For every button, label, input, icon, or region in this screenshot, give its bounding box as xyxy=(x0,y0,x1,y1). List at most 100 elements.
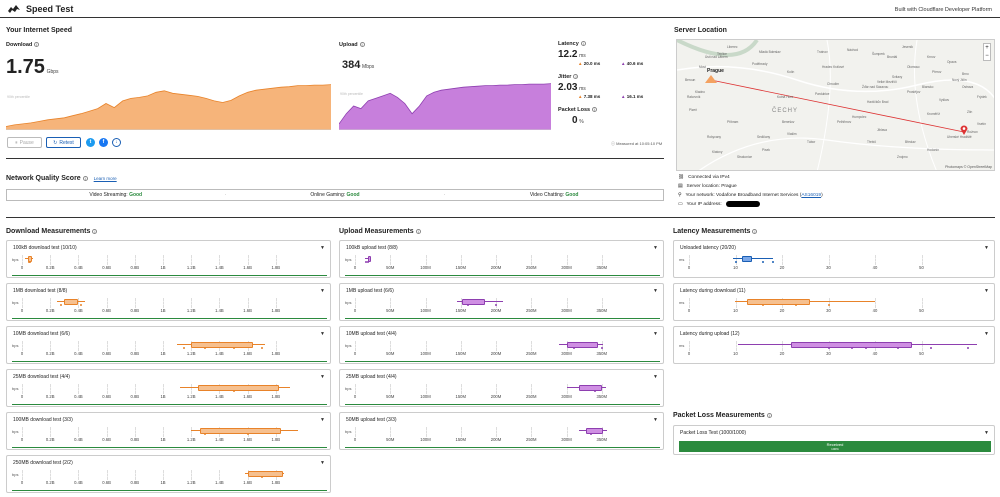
tick-label: 1.2B xyxy=(186,351,196,356)
map-place-label: Rokycany xyxy=(707,135,721,139)
tick-label: 0.8B xyxy=(130,394,140,399)
gridline xyxy=(921,255,923,265)
zoom-in-button[interactable]: + xyxy=(985,45,989,51)
tick-label: 250M xyxy=(526,308,537,313)
server-map[interactable]: Prague ČECHY Liberec Ústí nad Labem Hradec K… xyxy=(676,39,995,171)
tick-label: 150M xyxy=(455,265,466,270)
info-icon[interactable]: i xyxy=(415,228,421,234)
tick-label: 1.6B xyxy=(243,437,252,442)
map-place-label: Kroměříž xyxy=(927,112,940,116)
gridline xyxy=(566,427,568,437)
axis-unit: bps xyxy=(12,343,19,348)
map-place-label: Příbram xyxy=(727,120,739,124)
latency-test-card[interactable]: Latency during download (11) ▼ ms 0 10 20 30 40… xyxy=(673,283,995,321)
chevron-down-icon[interactable]: ▼ xyxy=(653,374,658,380)
chevron-down-icon[interactable]: ▼ xyxy=(320,417,325,423)
asn-link[interactable]: AS16019 xyxy=(801,193,822,198)
tick-label: 0.2B xyxy=(45,265,55,270)
upload-speed-chart xyxy=(339,83,551,130)
tick-label: 30 xyxy=(826,351,831,356)
axis-unit: ms xyxy=(679,300,685,305)
tick-label: 150M xyxy=(455,308,466,313)
chevron-down-icon[interactable]: ▼ xyxy=(320,288,325,294)
chevron-down-icon[interactable]: ▼ xyxy=(984,288,989,294)
tick-label: 50M xyxy=(386,437,395,442)
info-icon[interactable]: i xyxy=(580,41,586,47)
upload-test-card[interactable]: 100kB upload test (8/8) ▼ bps 0 50M 100M 150M 2… xyxy=(339,240,664,278)
retest-button[interactable]: ↻ Retest xyxy=(46,137,81,148)
map-place-label: Znojmo xyxy=(897,155,908,159)
upload-test-card[interactable]: 50MB upload test (3/3) ▼ bps 0 50M 100M 150M 20… xyxy=(339,412,664,450)
upload-test-card[interactable]: 25MB upload test (4/4) ▼ bps 0 50M 100M 150M 20… xyxy=(339,369,664,407)
download-test-card[interactable]: 100kB download test (10/10) ▼ bps 0 0.2B 0.4B… xyxy=(6,240,331,278)
twitter-share-icon[interactable]: t xyxy=(86,138,95,147)
chevron-down-icon[interactable]: ▼ xyxy=(320,374,325,380)
upload-test-card[interactable]: 1MB upload test (6/6) ▼ bps 0 50M 100M 150M 200… xyxy=(339,283,664,321)
info-icon[interactable]: i xyxy=(92,228,98,234)
download-test-card[interactable]: 25MB download test (4/4) ▼ bps 0 0.2B 0.4B 0.6… xyxy=(6,369,331,407)
learn-more-link[interactable]: Learn more xyxy=(93,176,117,181)
map-place-label: Krnov xyxy=(927,55,936,59)
latency-test-card[interactable]: Unloaded latency (20/20) ▼ ms 0 10 20 30 40 50 xyxy=(673,240,995,278)
chevron-down-icon[interactable]: ▼ xyxy=(320,245,325,251)
download-test-card[interactable]: 1MB download test (8/8) ▼ bps 0 0.2B 0.4B 0.6B… xyxy=(6,283,331,321)
card-title: 1MB download test (8/8) xyxy=(13,288,68,294)
chevron-down-icon[interactable]: ▼ xyxy=(320,331,325,337)
gridline xyxy=(460,341,462,351)
tick-label: 0.4B xyxy=(74,351,83,356)
tick-label: 0 xyxy=(687,308,691,313)
chevron-down-icon[interactable]: ▼ xyxy=(653,417,658,423)
packet-loss-card[interactable]: Packet Loss Test (1000/1000) ▼ Received … xyxy=(673,425,995,455)
data-point xyxy=(590,433,593,435)
map-place-label: Prostějov xyxy=(907,90,921,94)
status-line xyxy=(345,361,660,362)
received-percent: 100% xyxy=(831,446,839,451)
info-icon[interactable]: i xyxy=(82,175,88,181)
download-test-card[interactable]: 10MB download test (6/6) ▼ bps 0 0.2B 0.4B 0.6… xyxy=(6,326,331,364)
box-plot xyxy=(367,255,371,262)
chevron-down-icon[interactable]: ▼ xyxy=(984,245,989,251)
tick-label: 250M xyxy=(526,351,537,356)
gridline xyxy=(355,384,356,394)
download-speed-chart xyxy=(6,84,331,130)
tick-label: 1.8B xyxy=(271,394,281,399)
chevron-down-icon[interactable]: ▼ xyxy=(653,288,658,294)
pause-button[interactable]: ⏸ Pause xyxy=(7,137,42,148)
card-title: Packet Loss Test (1000/1000) xyxy=(680,430,747,436)
tick-label: 200M xyxy=(490,265,502,270)
info-icon[interactable]: i xyxy=(34,42,40,48)
download-test-card[interactable]: 100MB download test (3/3) ▼ bps 0 0.2B 0.4B 0.… xyxy=(6,412,331,450)
chevron-down-icon[interactable]: ▼ xyxy=(984,331,989,337)
tick-label: 200M xyxy=(490,394,502,399)
chevron-down-icon[interactable]: ▼ xyxy=(653,331,658,337)
zoom-out-button[interactable]: − xyxy=(985,53,989,59)
axis-unit: bps xyxy=(345,386,352,391)
info-icon[interactable]: i xyxy=(359,42,365,48)
info-icon[interactable]: i xyxy=(592,107,598,113)
data-point xyxy=(29,261,32,263)
latency-test-card[interactable]: Latency during upload (12) ▼ ms 0 10 20 30 40 50 xyxy=(673,326,995,364)
download-results-icon[interactable]: ↓ xyxy=(112,138,121,147)
gridline xyxy=(689,341,690,351)
tick-label: 1.2B xyxy=(186,437,196,442)
gridline xyxy=(355,427,356,437)
tick-label: 20 xyxy=(779,351,785,356)
info-icon[interactable]: i xyxy=(766,412,772,418)
data-point xyxy=(762,261,765,263)
gridline xyxy=(531,341,533,351)
facebook-share-icon[interactable]: f xyxy=(99,138,108,147)
info-icon[interactable]: i xyxy=(752,228,758,234)
gridline xyxy=(50,255,52,265)
chevron-down-icon[interactable]: ▼ xyxy=(984,430,989,436)
info-icon[interactable]: i xyxy=(573,74,579,80)
latency-label: Latency i xyxy=(558,41,586,47)
chevron-down-icon[interactable]: ▼ xyxy=(320,460,325,466)
box-plot xyxy=(247,470,283,477)
map-place-label: Teplice xyxy=(717,52,727,56)
download-test-card[interactable]: 250MB download test (2/2) ▼ bps 0 0.2B 0.4B 0.… xyxy=(6,455,331,493)
tick-label: 0.8B xyxy=(130,308,140,313)
chevron-down-icon[interactable]: ▼ xyxy=(653,245,658,251)
map-place-label: Svitavy xyxy=(892,75,903,79)
upload-test-card[interactable]: 10MB upload test (4/4) ▼ bps 0 50M 100M 150M 20… xyxy=(339,326,664,364)
gridline xyxy=(921,298,923,308)
